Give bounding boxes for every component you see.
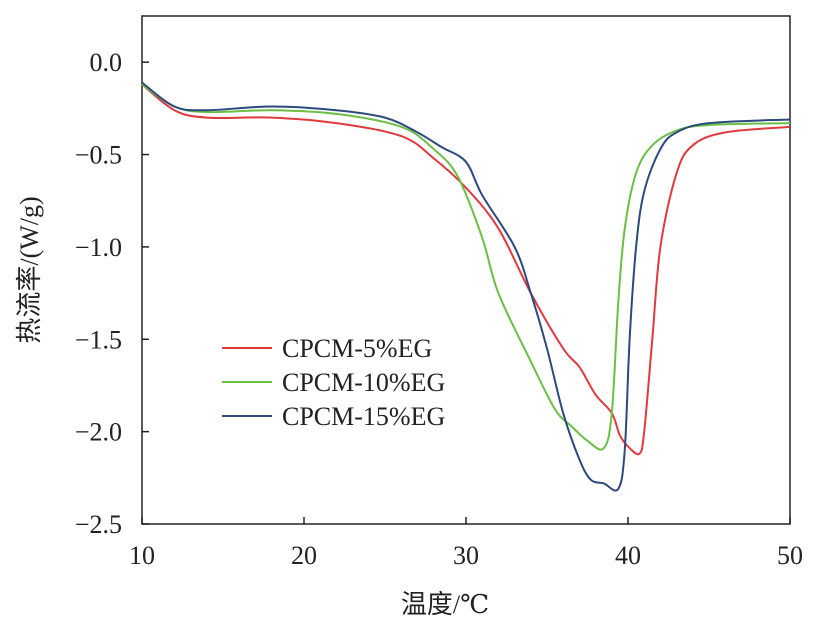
legend-label: CPCM-10%EG	[282, 368, 445, 397]
series-line-0	[141, 83, 791, 456]
y-tick-label: −1.5	[75, 325, 122, 354]
legend-label: CPCM-5%EG	[282, 334, 432, 363]
y-tick-label: −1.0	[75, 233, 122, 262]
y-tick-label: −2.5	[75, 510, 122, 539]
x-tick-label: 40	[615, 541, 641, 570]
x-axis-label: 温度/℃	[401, 590, 489, 619]
series-line-2	[141, 81, 791, 492]
series-line-1	[141, 83, 791, 451]
x-tick-label: 30	[453, 541, 479, 570]
legend-label: CPCM-15%EG	[282, 402, 445, 431]
x-tick-label: 10	[129, 541, 155, 570]
y-axis-label: 热流率/(W/g)	[15, 196, 44, 343]
x-tick-label: 20	[291, 541, 317, 570]
y-tick-label: −0.5	[75, 141, 122, 170]
y-tick-label: −2.0	[75, 418, 122, 447]
y-tick-label: 0.0	[90, 48, 123, 77]
x-tick-label: 50	[777, 541, 803, 570]
plot-frame	[141, 15, 791, 525]
